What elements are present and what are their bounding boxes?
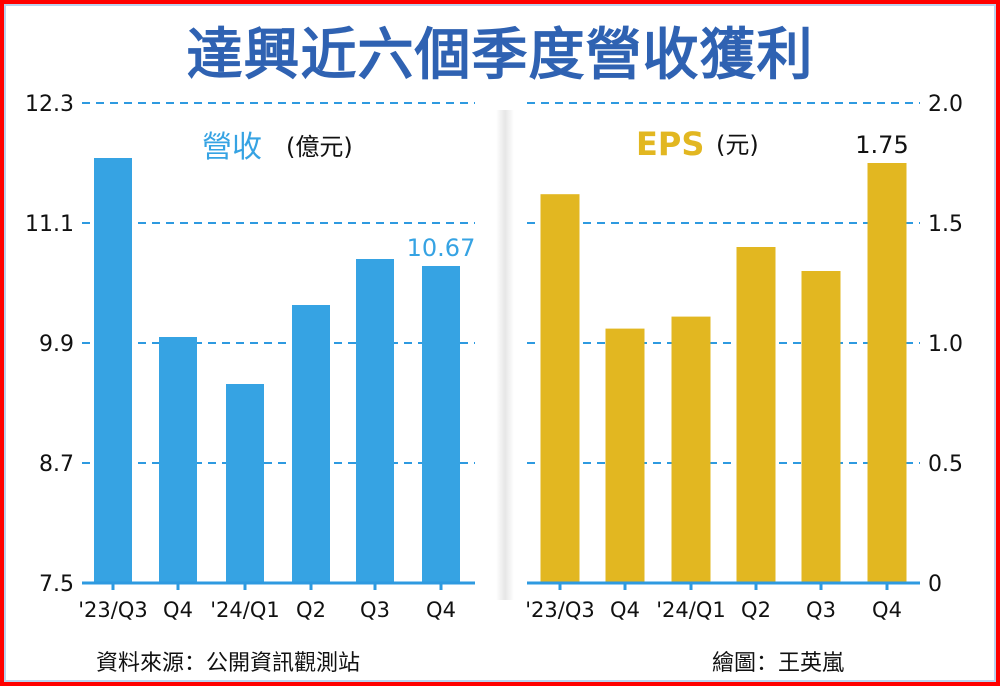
- x-tick-label: Q4: [426, 598, 456, 622]
- bar: [671, 316, 711, 583]
- bar: [292, 305, 330, 583]
- x-tick-label: '23/Q3: [525, 598, 594, 622]
- bar: [801, 271, 841, 583]
- bar: [94, 158, 132, 583]
- y-tick-label: 11.1: [25, 212, 74, 237]
- source-note: 資料來源：公開資訊觀測站: [96, 651, 361, 676]
- credit-note: 繪圖：王英嵐: [712, 651, 845, 676]
- bar: [159, 337, 197, 583]
- y-tick-label: 0.5: [928, 452, 963, 477]
- bar: [422, 266, 460, 583]
- panel-unit: (億元): [286, 133, 353, 161]
- y-tick-label: 12.3: [25, 92, 74, 117]
- bar: [867, 163, 907, 583]
- x-tick-label: Q2: [296, 598, 326, 622]
- panel-unit: (元): [716, 131, 759, 159]
- data-label: 1.75: [855, 131, 908, 159]
- y-tick-label: 8.7: [39, 452, 74, 477]
- x-tick-label: Q4: [610, 598, 640, 622]
- bar: [605, 328, 645, 583]
- panel-separator: [496, 110, 514, 600]
- x-tick-label: Q3: [806, 598, 836, 622]
- y-tick-label: 2.0: [928, 92, 963, 117]
- y-tick-label: 0: [928, 572, 942, 597]
- x-tick-label: '24/Q1: [656, 598, 725, 622]
- x-tick-label: Q4: [163, 598, 193, 622]
- panel-title: EPS: [636, 125, 704, 163]
- x-tick-label: '24/Q1: [210, 598, 279, 622]
- bar: [356, 259, 394, 583]
- y-tick-label: 9.9: [39, 332, 74, 357]
- x-tick-label: Q4: [872, 598, 902, 622]
- x-tick-label: Q3: [360, 598, 390, 622]
- bar: [736, 247, 776, 583]
- x-tick-label: '23/Q3: [78, 598, 147, 622]
- y-tick-label: 7.5: [39, 572, 74, 597]
- y-tick-label: 1.5: [928, 212, 963, 237]
- y-tick-label: 1.0: [928, 332, 963, 357]
- revenue-chart: 12.3 11.1 9.9 8.7 7.5'23/Q3 Q4 '24/Q1 Q2 Q3 Q4 10.…: [25, 92, 475, 622]
- bar: [540, 194, 580, 583]
- bar: [226, 384, 264, 583]
- data-label: 10.67: [407, 234, 476, 262]
- x-tick-label: Q2: [741, 598, 771, 622]
- chart-title: 達興近六個季度營收獲利: [186, 23, 814, 88]
- panel-title: 營收: [202, 130, 262, 165]
- eps-chart: 2.0 1.5 1.0 0.5 0 '23/Q3 Q4 '24/Q1 Q2 Q3 Q4 1.75 EPS…: [525, 92, 963, 622]
